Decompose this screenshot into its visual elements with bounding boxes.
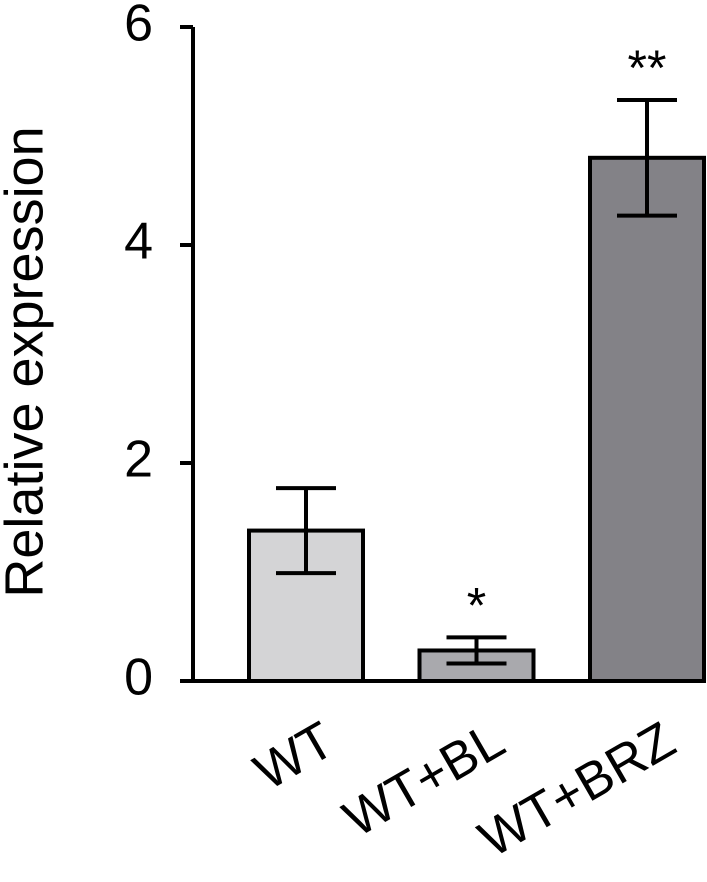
significance-label: ** xyxy=(628,40,667,96)
y-tick-label: 0 xyxy=(124,649,153,707)
significance-label: * xyxy=(467,578,486,634)
error-bar xyxy=(276,486,336,576)
y-tick-label: 6 xyxy=(124,0,153,53)
error-bar xyxy=(446,635,507,666)
y-tick-label: 4 xyxy=(124,213,153,271)
x-tick-label: WT+BRZ xyxy=(469,711,684,869)
x-tick-label: WT xyxy=(245,711,344,802)
error-bar xyxy=(617,98,677,218)
bar xyxy=(588,155,706,684)
y-tick-label: 2 xyxy=(124,431,153,489)
y-axis-label: Relative expression xyxy=(0,126,54,597)
